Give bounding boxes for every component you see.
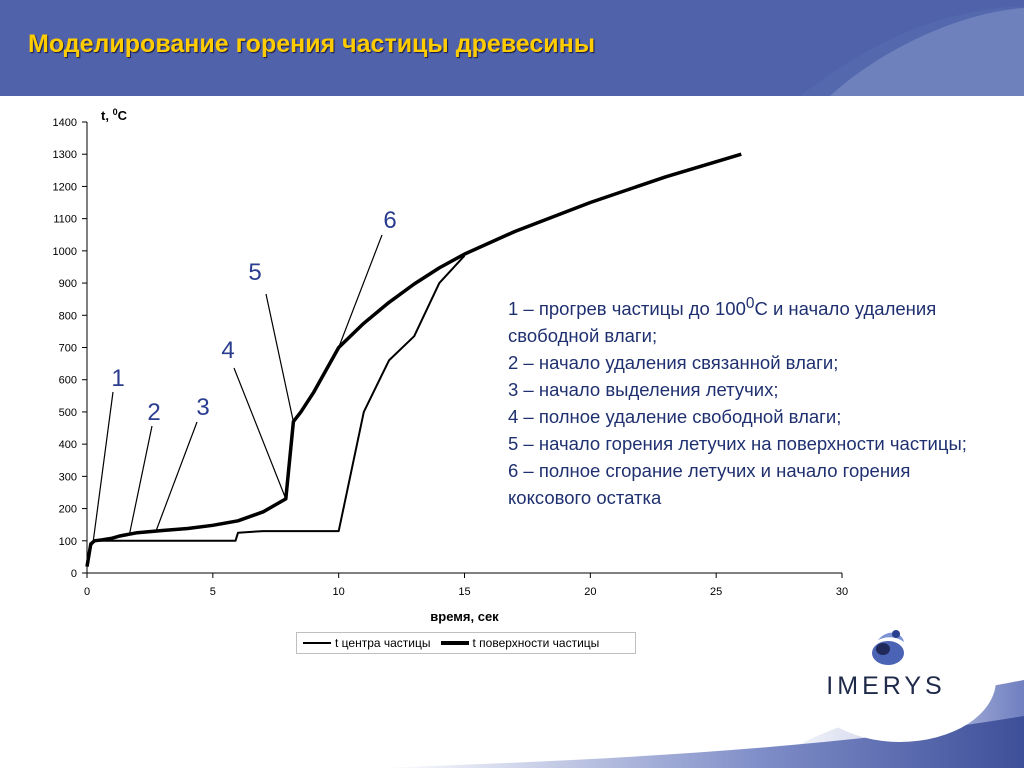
y-tick-label: 200 bbox=[59, 504, 77, 516]
x-axis-label: время, сек bbox=[430, 609, 499, 624]
annotation-label-4: 4 bbox=[221, 337, 234, 364]
legend-item-center: t центра частицы bbox=[303, 636, 431, 650]
series-line-center bbox=[86, 255, 466, 567]
x-tick-label: 30 bbox=[836, 586, 848, 598]
imerys-logo-mark bbox=[872, 630, 904, 665]
annotation-leader-3 bbox=[155, 421, 198, 531]
annotation-layer: 12 3 4 5 6 bbox=[92, 207, 397, 541]
note-1-pre: 1 – прогрев частицы до 100 bbox=[508, 298, 746, 320]
y-tick-label: 700 bbox=[59, 343, 77, 355]
series-line-surface bbox=[85, 152, 742, 567]
annotation-leader-6 bbox=[338, 234, 383, 348]
y-tick-label: 900 bbox=[59, 278, 77, 290]
y-tick-label: 1300 bbox=[53, 149, 77, 161]
note-6: 6 – полное сгорание летучих и начало гор… bbox=[508, 460, 911, 509]
legend-line-thin bbox=[303, 642, 331, 644]
note-1-sup: 0 bbox=[745, 295, 755, 312]
annotation-label-2: 2 bbox=[147, 399, 160, 426]
annotation-leader-5 bbox=[265, 293, 294, 422]
x-tick-label: 20 bbox=[584, 586, 596, 598]
header-band: Моделирование горения частицы древесины bbox=[0, 0, 1024, 96]
legend-label-surface: t поверхности частицы bbox=[472, 636, 600, 650]
legend-item-surface: t поверхности частицы bbox=[440, 636, 600, 650]
series-layer bbox=[85, 152, 742, 567]
y-tick-label: 1100 bbox=[53, 214, 77, 226]
y-tick-label: 800 bbox=[59, 310, 77, 322]
y-tick-label: 1000 bbox=[53, 246, 77, 258]
y-tick-label: 400 bbox=[59, 439, 77, 451]
x-tick-label: 10 bbox=[333, 586, 345, 598]
annotation-label-1: 1 bbox=[111, 365, 124, 392]
x-tick-label: 5 bbox=[210, 586, 216, 598]
stage-notes: 1 – прогрев частицы до 1000С и начало уд… bbox=[508, 290, 988, 511]
note-4: 4 – полное удаление свободной влаги; bbox=[508, 406, 842, 428]
x-axis: 0 5 10 15 20 25 30 bbox=[84, 572, 848, 598]
y-axis: 0 100 200 300 400 500 600 700 800 900 1000 1100 1200… bbox=[53, 117, 88, 580]
note-5: 5 – начало горения летучих на поверхност… bbox=[508, 433, 967, 455]
imerys-logo: IMERYS bbox=[826, 620, 946, 710]
annotation-leader-1 bbox=[92, 391, 114, 541]
page-title: Моделирование горения частицы древесины bbox=[28, 30, 596, 58]
chart-legend: t центра частицы t поверхности частицы bbox=[296, 632, 636, 654]
header-swoosh bbox=[0, 0, 1024, 96]
x-tick-label: 25 bbox=[710, 586, 722, 598]
y-axis-label-sup: 0 bbox=[113, 107, 118, 117]
y-tick-label: 300 bbox=[59, 471, 77, 483]
legend-label-center: t центра частицы bbox=[335, 636, 431, 650]
y-tick-label: 600 bbox=[59, 375, 77, 387]
y-tick-label: 1400 bbox=[53, 117, 77, 129]
annotation-leader-2 bbox=[129, 425, 153, 533]
annotation-label-5: 5 bbox=[248, 259, 261, 286]
y-tick-label: 1200 bbox=[53, 181, 77, 193]
legend-line-thick bbox=[440, 641, 469, 645]
x-tick-label: 0 bbox=[84, 586, 90, 598]
y-tick-label: 500 bbox=[59, 407, 77, 419]
y-axis-label-unit: C bbox=[118, 108, 128, 123]
annotation-label-3: 3 bbox=[196, 394, 209, 421]
y-axis-label: t, 0C bbox=[101, 107, 128, 123]
annotation-leader-4 bbox=[233, 367, 287, 500]
imerys-logo-text: IMERYS bbox=[826, 672, 946, 700]
note-1: 1 – прогрев частицы до 1000С и начало уд… bbox=[508, 290, 988, 349]
note-1-post: С и начало удаления свободной влаги; bbox=[508, 298, 937, 347]
footer-swoosh bbox=[380, 620, 1024, 768]
y-axis-label-t: t, bbox=[101, 108, 113, 123]
annotation-label-6: 6 bbox=[383, 207, 396, 234]
temperature-chart: 0100200300400500600700800900100011001200… bbox=[53, 107, 849, 624]
y-tick-label: 100 bbox=[59, 536, 77, 548]
x-tick-label: 15 bbox=[458, 586, 470, 598]
note-3: 3 – начало выделения летучих; bbox=[508, 379, 779, 401]
note-2: 2 – начало удаления связанной влаги; bbox=[508, 352, 839, 374]
y-tick-label: 0 bbox=[71, 568, 77, 580]
